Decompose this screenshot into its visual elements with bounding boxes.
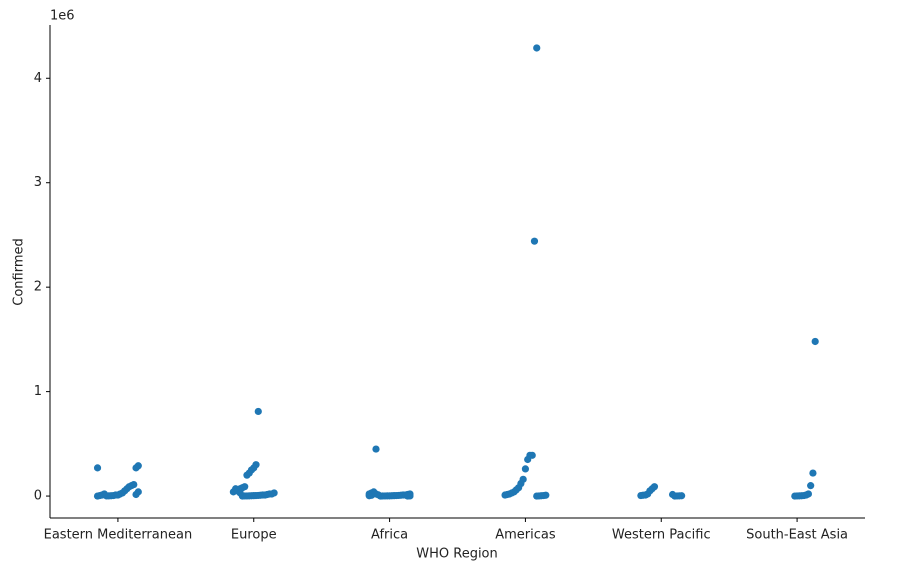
point — [811, 337, 819, 346]
x-tick-label: Eastern Mediterranean — [44, 528, 193, 543]
y-offset-label: 1e6 — [50, 9, 75, 24]
x-tick-label: Americas — [495, 528, 556, 543]
point — [243, 471, 251, 479]
point — [404, 492, 412, 500]
point — [501, 491, 509, 499]
point — [637, 491, 645, 500]
point — [232, 485, 240, 493]
point — [807, 482, 815, 490]
point — [372, 445, 380, 453]
point — [533, 492, 541, 500]
y-tick-label: 3 — [34, 175, 42, 190]
point — [365, 492, 373, 500]
y-tick-label: 4 — [34, 71, 42, 86]
point — [132, 464, 140, 472]
x-axis-label: WHO Region — [416, 547, 498, 562]
point — [533, 44, 541, 52]
y-axis-label: Confirmed — [12, 238, 27, 306]
point — [791, 492, 799, 500]
y-tick-label: 2 — [34, 280, 42, 295]
point — [809, 469, 817, 477]
point — [521, 465, 530, 473]
point — [254, 407, 262, 416]
y-tick-label: 0 — [34, 489, 42, 504]
x-tick-label: Western Pacific — [612, 528, 711, 543]
y-tick-label: 1 — [34, 384, 42, 399]
point — [668, 490, 677, 499]
point — [524, 455, 532, 464]
point — [93, 492, 102, 500]
point — [530, 237, 539, 245]
point — [93, 464, 102, 472]
point — [132, 490, 140, 499]
x-tick-label: Europe — [231, 528, 277, 543]
x-tick-label: Africa — [371, 528, 408, 543]
x-tick-label: South-East Asia — [746, 528, 848, 543]
